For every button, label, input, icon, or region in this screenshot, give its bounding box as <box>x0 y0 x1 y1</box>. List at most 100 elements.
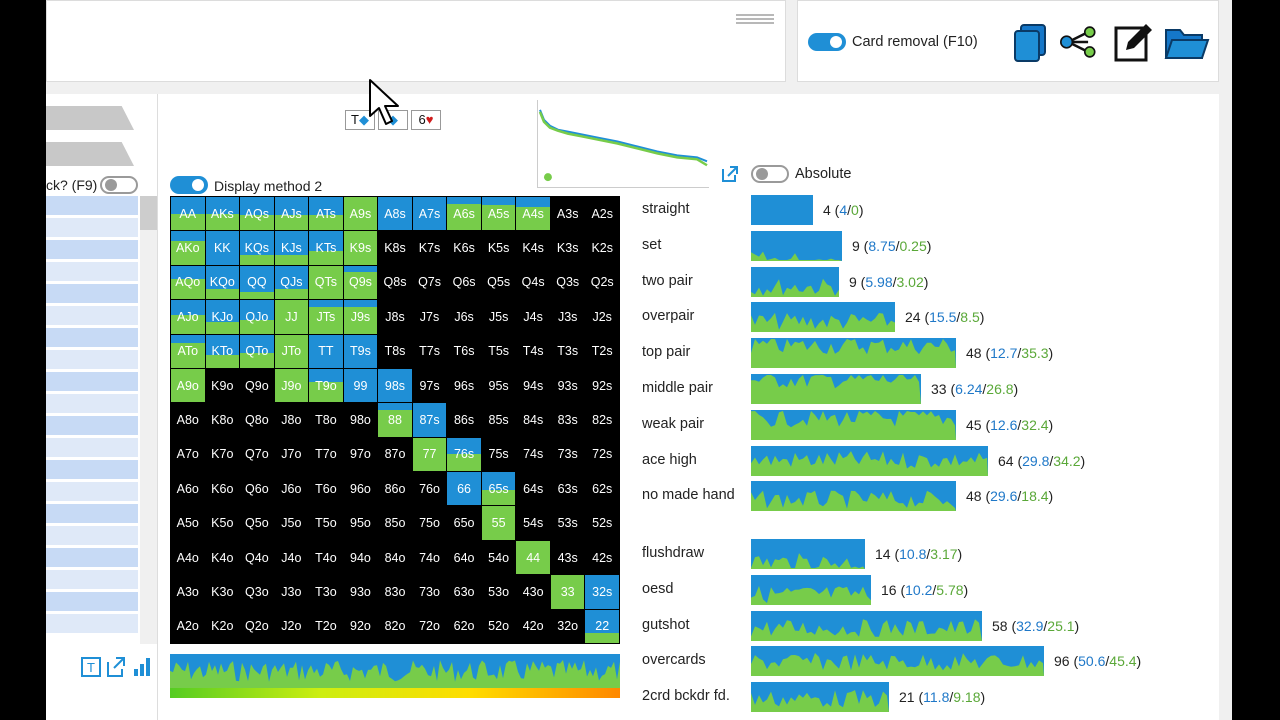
display-method-toggle[interactable] <box>170 176 208 194</box>
folder-icon[interactable] <box>1164 22 1210 62</box>
hand-cell[interactable]: 76o <box>412 472 447 506</box>
hand-cell[interactable]: 83s <box>550 403 585 437</box>
hand-cell[interactable]: 53o <box>481 575 516 609</box>
category-bar[interactable] <box>751 682 889 713</box>
hand-cell[interactable]: K7o <box>205 437 240 472</box>
board-card-3[interactable]: 6♥ <box>411 110 441 130</box>
hand-cell[interactable]: Q9s <box>343 265 378 300</box>
hand-cell[interactable]: 85o <box>378 506 412 540</box>
hand-cell[interactable]: 62o <box>447 609 481 643</box>
hand-cell[interactable]: A2s <box>585 197 619 231</box>
category-bar[interactable] <box>751 409 956 440</box>
hand-cell[interactable]: 52s <box>585 506 619 540</box>
category-bar[interactable] <box>751 574 871 605</box>
hand-cell[interactable]: J9s <box>343 300 378 334</box>
hand-cell[interactable]: K8s <box>378 231 412 265</box>
hand-cell[interactable]: 94s <box>516 368 550 403</box>
hand-cell[interactable]: QJo <box>240 300 274 334</box>
category-bar[interactable] <box>751 230 842 261</box>
hand-cell[interactable]: JTs <box>309 300 343 334</box>
hand-cell[interactable]: 82s <box>585 403 619 437</box>
hand-cell[interactable]: 54s <box>516 506 550 540</box>
category-bar[interactable] <box>751 445 988 476</box>
hand-cell[interactable]: 87o <box>378 437 412 472</box>
category-label[interactable]: set <box>642 236 662 253</box>
left-tab-1[interactable] <box>46 106 134 130</box>
hand-cell[interactable]: 63o <box>447 575 481 609</box>
hand-cell[interactable]: 43o <box>516 575 550 609</box>
hand-cell[interactable]: K3s <box>550 231 585 265</box>
left-panel-toggle[interactable] <box>100 176 138 194</box>
hand-cell[interactable]: KTo <box>205 334 240 368</box>
hand-cell[interactable]: AQo <box>171 265 205 300</box>
hand-cell[interactable]: A8o <box>171 403 205 437</box>
list-item[interactable] <box>46 218 138 237</box>
hand-cell[interactable]: Q7o <box>240 437 274 472</box>
hand-cell[interactable]: J6s <box>447 300 481 334</box>
hand-cell[interactable]: A9s <box>343 197 378 231</box>
hand-cell[interactable]: KQs <box>240 231 274 265</box>
hand-cell[interactable]: 75s <box>481 437 516 472</box>
hand-cell[interactable]: K5s <box>481 231 516 265</box>
hand-cell[interactable]: 74s <box>516 437 550 472</box>
hand-cell[interactable]: T6o <box>309 472 343 506</box>
hand-cell[interactable]: A9o <box>171 368 205 403</box>
list-item[interactable] <box>46 438 138 457</box>
hand-cell[interactable]: 92o <box>343 609 378 643</box>
category-bar[interactable] <box>751 195 813 225</box>
hand-cell[interactable]: 73o <box>412 575 447 609</box>
hand-cell[interactable]: 77 <box>412 437 447 472</box>
hand-cell[interactable]: A6o <box>171 472 205 506</box>
hand-cell[interactable]: J7o <box>274 437 309 472</box>
hand-cell[interactable]: 93o <box>343 575 378 609</box>
hand-cell[interactable]: 63s <box>550 472 585 506</box>
hand-cell[interactable]: Q5s <box>481 265 516 300</box>
hand-cell[interactable]: J3o <box>274 575 309 609</box>
hand-cell[interactable]: 88 <box>378 403 412 437</box>
category-bar[interactable] <box>751 266 839 297</box>
category-bar[interactable] <box>751 374 921 404</box>
hand-cell[interactable]: K3o <box>205 575 240 609</box>
hand-cell[interactable]: ATs <box>309 197 343 231</box>
category-label[interactable]: two pair <box>642 272 693 289</box>
hand-cell[interactable]: 32s <box>585 575 619 609</box>
hand-cell[interactable]: K8o <box>205 403 240 437</box>
hand-cell[interactable]: 65o <box>447 506 481 540</box>
hand-cell[interactable]: J4s <box>516 300 550 334</box>
hand-cell[interactable]: A2o <box>171 609 205 643</box>
hand-cell[interactable]: KK <box>205 231 240 265</box>
hand-cell[interactable]: 97s <box>412 368 447 403</box>
list-item[interactable] <box>46 196 138 215</box>
hand-cell[interactable]: TT <box>309 334 343 368</box>
export-icon[interactable] <box>107 657 125 677</box>
category-label[interactable]: overpair <box>642 308 695 325</box>
hand-cell[interactable]: 84s <box>516 403 550 437</box>
hand-cell[interactable]: A3o <box>171 575 205 609</box>
category-bar[interactable] <box>751 338 956 369</box>
hand-cell[interactable]: T8o <box>309 403 343 437</box>
hand-cell[interactable]: T5s <box>481 334 516 368</box>
hand-cell[interactable]: ATo <box>171 334 205 368</box>
hand-cell[interactable]: KJs <box>274 231 309 265</box>
list-item[interactable] <box>46 592 138 611</box>
hand-cell[interactable]: 52o <box>481 609 516 643</box>
hand-cell[interactable]: 74o <box>412 540 447 575</box>
hand-cell[interactable]: 82o <box>378 609 412 643</box>
absolute-toggle[interactable] <box>751 165 789 183</box>
hand-cell[interactable]: A7o <box>171 437 205 472</box>
category-label[interactable]: flushdraw <box>642 545 705 561</box>
hand-cell[interactable]: AJo <box>171 300 205 334</box>
hand-cell[interactable]: A8s <box>378 197 412 231</box>
hand-cell[interactable]: Q4s <box>516 265 550 300</box>
hand-cell[interactable]: A6s <box>447 197 481 231</box>
hand-cell[interactable]: T3o <box>309 575 343 609</box>
hand-cell[interactable]: 54o <box>481 540 516 575</box>
hand-cell[interactable]: A7s <box>412 197 447 231</box>
hand-cell[interactable]: K5o <box>205 506 240 540</box>
bar-chart-icon[interactable] <box>134 658 150 676</box>
hand-cell[interactable]: 95o <box>343 506 378 540</box>
hand-cell[interactable]: JJ <box>274 300 309 334</box>
hand-cell[interactable]: T4o <box>309 540 343 575</box>
hand-cell[interactable]: J4o <box>274 540 309 575</box>
hand-cell[interactable]: Q2o <box>240 609 274 643</box>
